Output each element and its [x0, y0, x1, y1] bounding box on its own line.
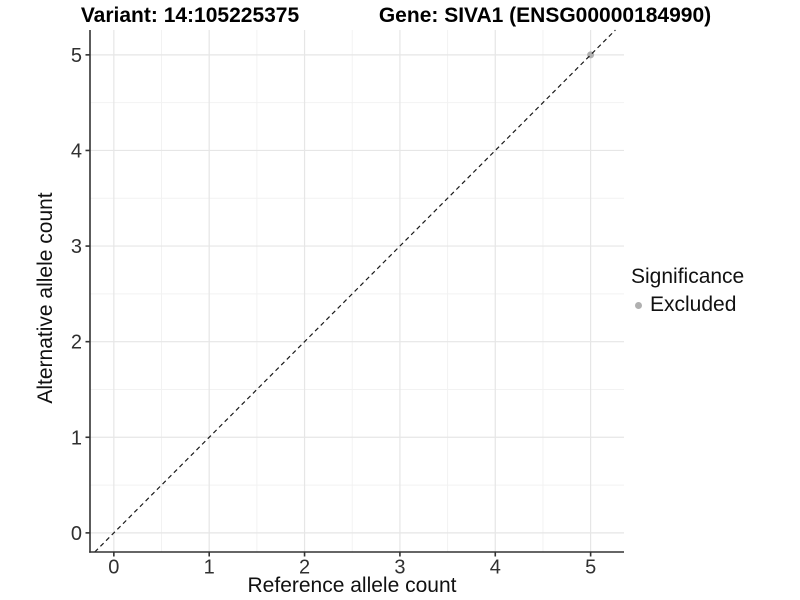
x-axis-title: Reference allele count	[247, 574, 457, 597]
x-tick-label: 4	[490, 557, 501, 579]
y-axis-title: Alternative allele count	[34, 192, 57, 404]
legend-marker-circle-icon	[635, 301, 642, 309]
y-tick-label: 2	[71, 332, 82, 354]
identity-reference-line	[94, 29, 616, 553]
y-tick-label: 5	[71, 45, 82, 67]
legend-title: Significance	[631, 265, 745, 288]
x-tick-label: 3	[394, 557, 405, 579]
legend: Significance Excluded	[631, 264, 744, 319]
x-tick-label: 1	[204, 557, 215, 579]
y-tick-label: 1	[71, 427, 82, 449]
legend-items: Excluded	[631, 292, 744, 318]
gene-title: Gene: SIVA1 (ENSG00000184990)	[378, 4, 712, 27]
legend-item: Excluded	[631, 292, 744, 318]
y-tick-label: 0	[71, 523, 82, 545]
x-tick-label: 2	[299, 557, 310, 579]
variant-title: Variant: 14:105225375	[80, 4, 300, 27]
y-tick-label: 3	[71, 236, 82, 258]
x-tick-label: 5	[585, 557, 596, 579]
y-tick-label: 4	[71, 140, 82, 162]
legend-item-label: Excluded	[650, 293, 737, 317]
x-tick-label: 0	[108, 557, 119, 579]
